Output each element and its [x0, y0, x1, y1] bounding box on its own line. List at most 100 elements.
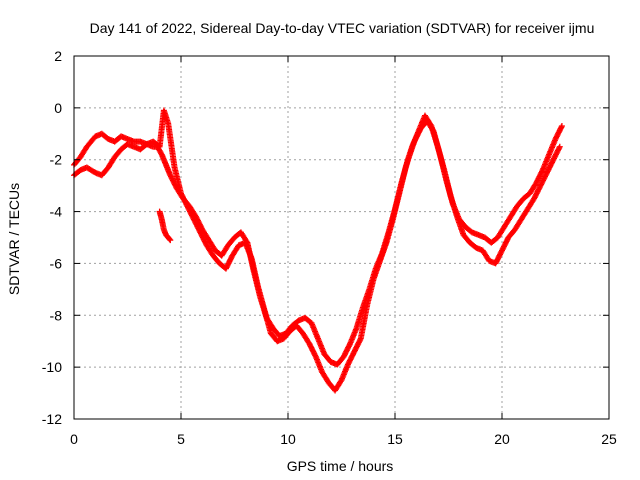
data-point-fill [370, 277, 377, 284]
data-point-fill [440, 165, 447, 172]
data-point-fill [512, 205, 519, 212]
data-point-fill [382, 241, 389, 248]
data-point-fill [363, 303, 370, 310]
data-point-fill [531, 182, 538, 189]
data-point-fill [210, 244, 217, 251]
data-point-fill [357, 336, 364, 343]
data-point-fill [164, 118, 171, 125]
data-point-fill [166, 236, 173, 243]
x-tick-label: 5 [177, 431, 185, 447]
y-tick-label: 0 [54, 100, 62, 116]
x-tick-label: 10 [280, 431, 296, 447]
data-point-fill [304, 338, 311, 345]
data-point-fill [229, 236, 236, 243]
data-point-fill [324, 377, 331, 384]
x-tick-label: 25 [601, 431, 617, 447]
y-tick-label: -10 [42, 359, 62, 375]
data-point-fill [272, 335, 279, 342]
data-point-fill [434, 142, 441, 149]
data-point-fill [402, 166, 409, 173]
grid [74, 56, 609, 419]
data-point-fill [466, 227, 473, 234]
data-point-fill [524, 192, 531, 199]
data-point-fill [389, 217, 396, 224]
data-point-fill [558, 124, 565, 131]
data-point-fill [556, 145, 563, 152]
data-point-fill [89, 168, 96, 175]
data-point-fill [471, 243, 478, 250]
data-point-fill [261, 305, 268, 312]
data-point-fill [82, 146, 89, 153]
axis-ticks: 0 5 10 15 20 25 -12 -10 -8 -6 -4 -2 0 2 [42, 48, 617, 447]
data-point-fill [325, 356, 332, 363]
data-point-fill [208, 250, 215, 257]
data-point-fill [314, 334, 321, 341]
data-point-fill [115, 135, 122, 142]
data-point-fill [395, 191, 402, 198]
data-point-fill [75, 168, 82, 175]
data-point-fill [539, 168, 546, 175]
data-point-fill [103, 166, 110, 173]
data-point-fill [453, 212, 460, 219]
data-point-fill [505, 216, 512, 223]
data-point-fill [157, 148, 164, 155]
data-point-fill [306, 318, 313, 325]
data-point-fill [510, 228, 517, 235]
data-point-fill [447, 191, 454, 198]
data-point-fill [545, 152, 552, 159]
data-point-fill [516, 218, 523, 225]
data-point-fill [122, 142, 129, 149]
data-point-fill [110, 156, 117, 163]
data-point-fill [214, 258, 221, 265]
y-tick-label: -6 [50, 255, 63, 271]
x-tick-label: 0 [70, 431, 78, 447]
x-tick-label: 20 [494, 431, 510, 447]
data-point-fill [426, 120, 433, 127]
data-point-fill [298, 328, 305, 335]
x-axis-label: GPS time / hours [287, 458, 394, 474]
series-points [71, 117, 565, 368]
data-point-fill [551, 137, 558, 144]
data-point-fill [274, 330, 281, 337]
data-point-fill [408, 145, 415, 152]
y-tick-label: -2 [50, 152, 63, 168]
data-point-fill [484, 255, 491, 262]
y-tick-label: 2 [54, 48, 62, 64]
x-tick-label: 15 [387, 431, 403, 447]
data-point-fill [336, 379, 343, 386]
y-tick-label: -4 [50, 204, 63, 220]
data-point-fill [234, 244, 241, 251]
data-point-fill [177, 188, 184, 195]
data-point-fill [465, 237, 472, 244]
data-point-fill [116, 148, 123, 155]
y-tick-label: -12 [42, 411, 62, 427]
y-tick-label: -8 [50, 307, 63, 323]
data-point-fill [352, 326, 359, 333]
series-points [71, 107, 563, 394]
data-point-fill [254, 282, 261, 289]
data-point-fill [158, 215, 165, 222]
plot-frame [73, 55, 610, 420]
data-point-fill [376, 259, 383, 266]
data-point-fill [338, 355, 345, 362]
data-point-fill [312, 352, 319, 359]
data-point-fill [223, 244, 230, 251]
data-point-fill [344, 362, 351, 369]
series-points [156, 208, 174, 244]
data-point-fill [492, 236, 499, 243]
data-point-fill [285, 330, 292, 337]
data-point-fill [165, 235, 172, 242]
data-point-fill [427, 121, 434, 128]
data-point-fill [103, 134, 110, 141]
y-axis-label: SDTVAR / TECUs [6, 183, 22, 295]
data-point-fill [529, 198, 536, 205]
data-point-fill [141, 142, 148, 149]
data-point-fill [499, 226, 506, 233]
data-point-fill [518, 197, 525, 204]
chart-title: Day 141 of 2022, Sidereal Day-to-day VTE… [90, 20, 595, 36]
data-point-fill [414, 129, 421, 136]
data-point-fill [523, 208, 530, 215]
data-point-fill [90, 135, 97, 142]
data-point-fill [346, 342, 353, 349]
